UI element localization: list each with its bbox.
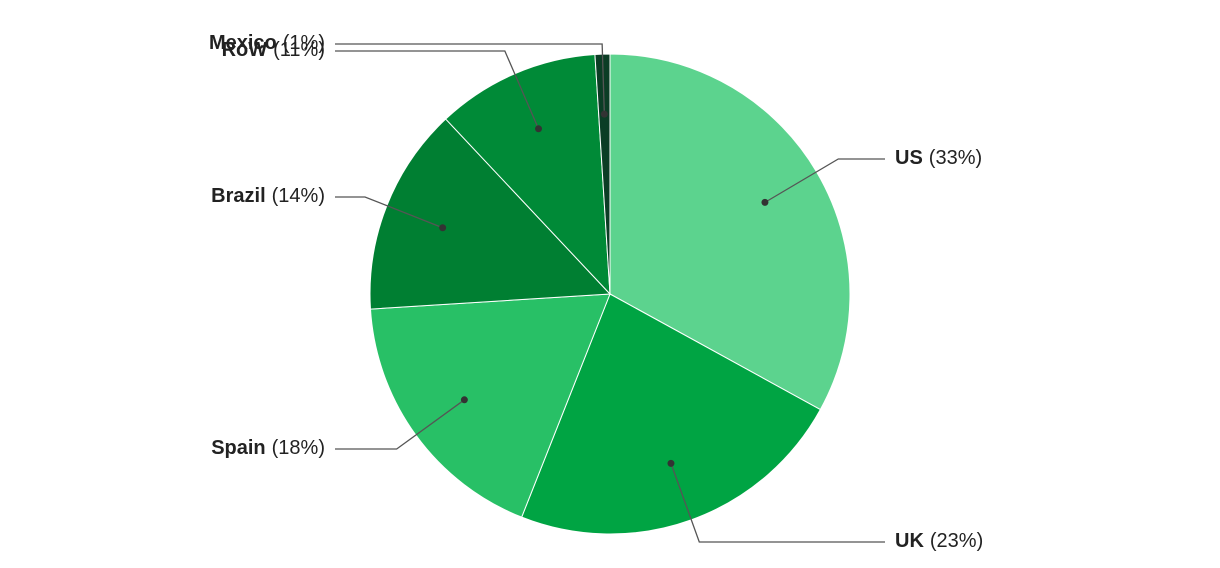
category-label: RoW xyxy=(222,39,268,61)
slice-label: RoW (11%) xyxy=(222,39,325,61)
leader-line xyxy=(335,196,443,229)
slice-label: US (33%) xyxy=(895,147,982,169)
leader-dot xyxy=(761,198,769,206)
slice-label: Mexico (1%) xyxy=(209,32,325,54)
value-label: (18%) xyxy=(272,437,325,459)
leader-line xyxy=(764,158,885,203)
leader-line xyxy=(335,43,605,115)
value-label: (1%) xyxy=(283,32,325,54)
leader-dot xyxy=(600,110,608,118)
category-label: US xyxy=(895,147,923,169)
leader-dot xyxy=(460,396,468,404)
leader-line xyxy=(670,463,885,543)
category-label: Mexico xyxy=(209,32,277,54)
leader-dot xyxy=(667,459,675,467)
slice-label: UK (23%) xyxy=(895,530,983,552)
value-label: (14%) xyxy=(272,185,325,207)
value-label: (23%) xyxy=(930,530,983,552)
value-label: (11%) xyxy=(273,39,325,61)
leader-dot xyxy=(439,224,447,232)
category-label: Spain xyxy=(211,437,265,459)
category-label: Brazil xyxy=(211,185,265,207)
slice-label: Spain (18%) xyxy=(211,437,325,459)
leader-line xyxy=(335,399,465,450)
leader-dot xyxy=(535,125,543,133)
slice-label: Brazil (14%) xyxy=(211,185,325,207)
leader-line xyxy=(335,50,540,130)
category-label: UK xyxy=(895,530,924,552)
value-label: (33%) xyxy=(929,147,982,169)
